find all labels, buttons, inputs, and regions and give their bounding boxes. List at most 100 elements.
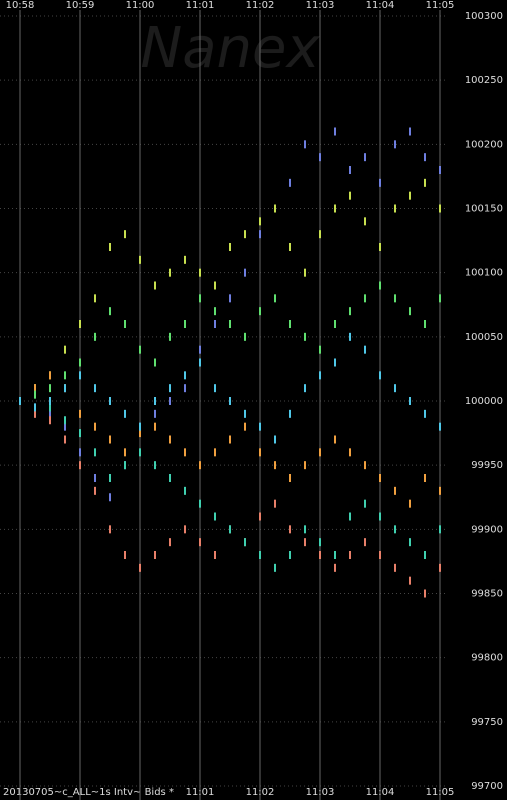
- bid-point: [244, 538, 246, 547]
- bid-point: [364, 153, 366, 162]
- bid-point: [64, 435, 66, 444]
- bid-point: [94, 294, 96, 303]
- bid-point: [169, 397, 171, 405]
- x-tick-label: 11:02: [246, 787, 275, 798]
- bid-point: [124, 551, 126, 559]
- caption: 20130705~c_ALL~1s Intv~ Bids *: [3, 787, 174, 798]
- bid-point: [274, 563, 276, 572]
- bid-point: [304, 140, 306, 149]
- bid-point: [424, 178, 426, 187]
- x-tick-label: 11:04: [366, 787, 395, 798]
- bid-point: [349, 166, 351, 174]
- bid-point: [169, 538, 171, 547]
- bid-point: [64, 371, 66, 380]
- bid-point: [184, 320, 186, 328]
- bid-point: [394, 525, 396, 534]
- x-tick-label: 11:02: [246, 0, 275, 11]
- x-tick-label: 11:05: [426, 0, 455, 11]
- bid-point: [214, 281, 216, 290]
- bid-point: [139, 255, 141, 264]
- bid-point: [214, 551, 216, 559]
- bid-point: [229, 294, 231, 303]
- bid-point: [439, 204, 441, 213]
- bid-point: [49, 416, 51, 425]
- bid-point: [289, 474, 291, 482]
- bid-point: [229, 525, 231, 534]
- bid-point: [244, 268, 246, 277]
- bid-point: [139, 422, 141, 431]
- bid-point: [34, 390, 36, 399]
- bid-point: [64, 345, 66, 354]
- bid-point: [394, 294, 396, 303]
- bid-point: [229, 397, 231, 405]
- bid-point: [109, 243, 111, 251]
- bid-point: [34, 403, 36, 412]
- bid-point: [304, 384, 306, 393]
- bid-point: [394, 486, 396, 495]
- bid-point: [184, 486, 186, 495]
- bid-point: [49, 403, 51, 412]
- bid-point: [424, 551, 426, 559]
- bid-point: [439, 525, 441, 534]
- bid-point: [199, 345, 201, 354]
- bid-point: [184, 448, 186, 457]
- bid-point: [259, 512, 261, 521]
- bid-point: [304, 332, 306, 341]
- bid-point: [424, 320, 426, 328]
- bid-point: [94, 332, 96, 341]
- bid-point: [199, 294, 201, 303]
- y-tick-label: 99750: [471, 717, 503, 728]
- bid-point: [424, 409, 426, 418]
- bid-point: [409, 397, 411, 405]
- bid-point: [139, 563, 141, 572]
- watermark: Nanex: [140, 16, 320, 81]
- bid-point: [154, 551, 156, 559]
- bid-point: [424, 589, 426, 598]
- bid-point: [259, 307, 261, 316]
- bid-point: [424, 474, 426, 482]
- bid-point: [304, 268, 306, 277]
- bid-point: [289, 178, 291, 187]
- bid-point: [319, 538, 321, 547]
- bid-point: [319, 230, 321, 239]
- bid-point: [154, 409, 156, 418]
- bid-point: [229, 435, 231, 444]
- bid-point: [94, 384, 96, 393]
- bid-point: [19, 397, 21, 405]
- x-tick-label: 11:01: [186, 787, 215, 798]
- bid-point: [79, 448, 81, 457]
- y-tick-label: 100050: [465, 332, 503, 343]
- bid-point: [394, 384, 396, 393]
- bid-point: [274, 435, 276, 444]
- bid-point: [109, 307, 111, 316]
- bid-point: [334, 563, 336, 572]
- x-tick-label: 10:59: [66, 0, 95, 11]
- bid-point: [109, 525, 111, 534]
- bid-point: [124, 461, 126, 470]
- bid-point: [229, 243, 231, 251]
- bid-point: [49, 397, 51, 405]
- bid-point: [199, 461, 201, 470]
- bid-point: [394, 140, 396, 149]
- bid-point: [439, 486, 441, 495]
- y-tick-label: 99850: [471, 589, 503, 600]
- bid-point: [169, 332, 171, 341]
- bid-point: [184, 371, 186, 380]
- bid-point: [439, 166, 441, 174]
- bid-point: [124, 230, 126, 239]
- bid-point: [139, 429, 141, 438]
- bid-point: [214, 448, 216, 457]
- bid-point: [169, 435, 171, 444]
- bid-point: [409, 499, 411, 508]
- bid-point: [379, 178, 381, 187]
- bid-point: [214, 307, 216, 316]
- bid-point: [49, 409, 51, 418]
- bid-point: [139, 448, 141, 457]
- bid-point: [409, 307, 411, 316]
- bid-point: [199, 268, 201, 277]
- bid-point: [124, 320, 126, 328]
- y-tick-label: 99900: [471, 524, 503, 535]
- bid-point: [64, 416, 66, 425]
- bid-point: [349, 191, 351, 200]
